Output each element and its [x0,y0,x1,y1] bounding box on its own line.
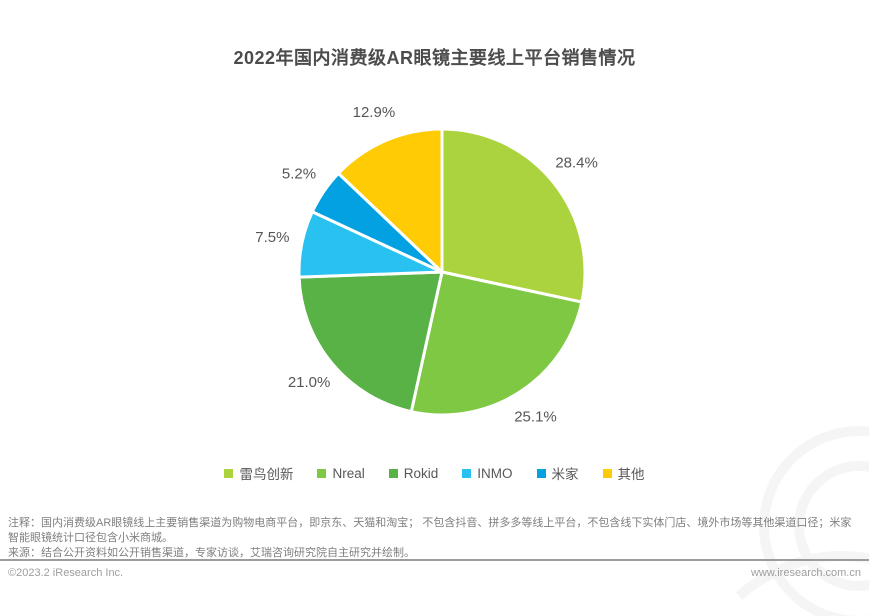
slice-label-leiniao-chuangxin: 28.4% [555,154,598,171]
website-text: www.iresearch.com.cn [750,567,861,579]
legend-label: Nreal [332,465,365,481]
slice-label-other: 12.9% [353,104,396,121]
legend-label: 其他 [617,467,645,482]
legend-swatch-icon [317,468,327,478]
pie-slice-rokid [297,270,444,414]
legend-swatch-icon [536,468,546,478]
legend-label: 雷鸟创新 [239,467,294,482]
legend-item-rokid: Rokid [388,465,439,481]
slice-label-mijia: 5.2% [282,166,316,183]
legend-label: INMO [477,465,513,481]
legend-swatch-icon [602,468,612,478]
note-text: 注释：国内消费级AR眼镜线上主要销售渠道为购物电商平台，即京东、天猫和淘宝； 不… [8,517,852,544]
pie-slice-nreal [409,270,584,417]
legend-item-inmo: INMO [462,465,513,481]
legend-label: Rokid [403,465,439,481]
pie-slice-leiniao-chuangxin [440,127,587,304]
chart-title: 2022年国内消费级AR眼镜主要线上平台销售情况 [233,48,636,68]
source-text: 来源：结合公开资料如公开销售渠道，专家访谈，艾瑞咨询研究院自主研究并绘制。 [8,547,415,560]
footer-notes: 注释：国内消费级AR眼镜线上主要销售渠道为购物电商平台，即京东、天猫和淘宝； 不… [8,516,861,561]
legend-swatch-icon [388,468,398,478]
legend-swatch-icon [224,468,234,478]
pie-chart: 28.4% 25.1% 21.0% 7.5% 5.2% 12.9% [255,104,598,426]
legend-swatch-icon [462,468,472,478]
legend-label: 米家 [551,467,579,482]
chart-legend: 雷鸟创新 Nreal Rokid INMO 米家 其他 [0,463,869,483]
legend-item-nreal: Nreal [317,465,365,481]
slice-label-inmo: 7.5% [255,229,289,246]
bottom-bar: ©2023.2 iResearch Inc. www.iresearch.com… [8,567,861,579]
slice-label-rokid: 21.0% [288,374,331,391]
slice-label-nreal: 25.1% [514,408,557,425]
legend-item-mijia: 米家 [536,463,579,483]
legend-item-other: 其他 [602,463,645,483]
footer-divider [0,559,869,561]
pie-slice-other [336,127,444,274]
legend-item-leiniao-chuangxin: 雷鸟创新 [224,463,293,483]
copyright-text: ©2023.2 iResearch Inc. [8,567,124,579]
